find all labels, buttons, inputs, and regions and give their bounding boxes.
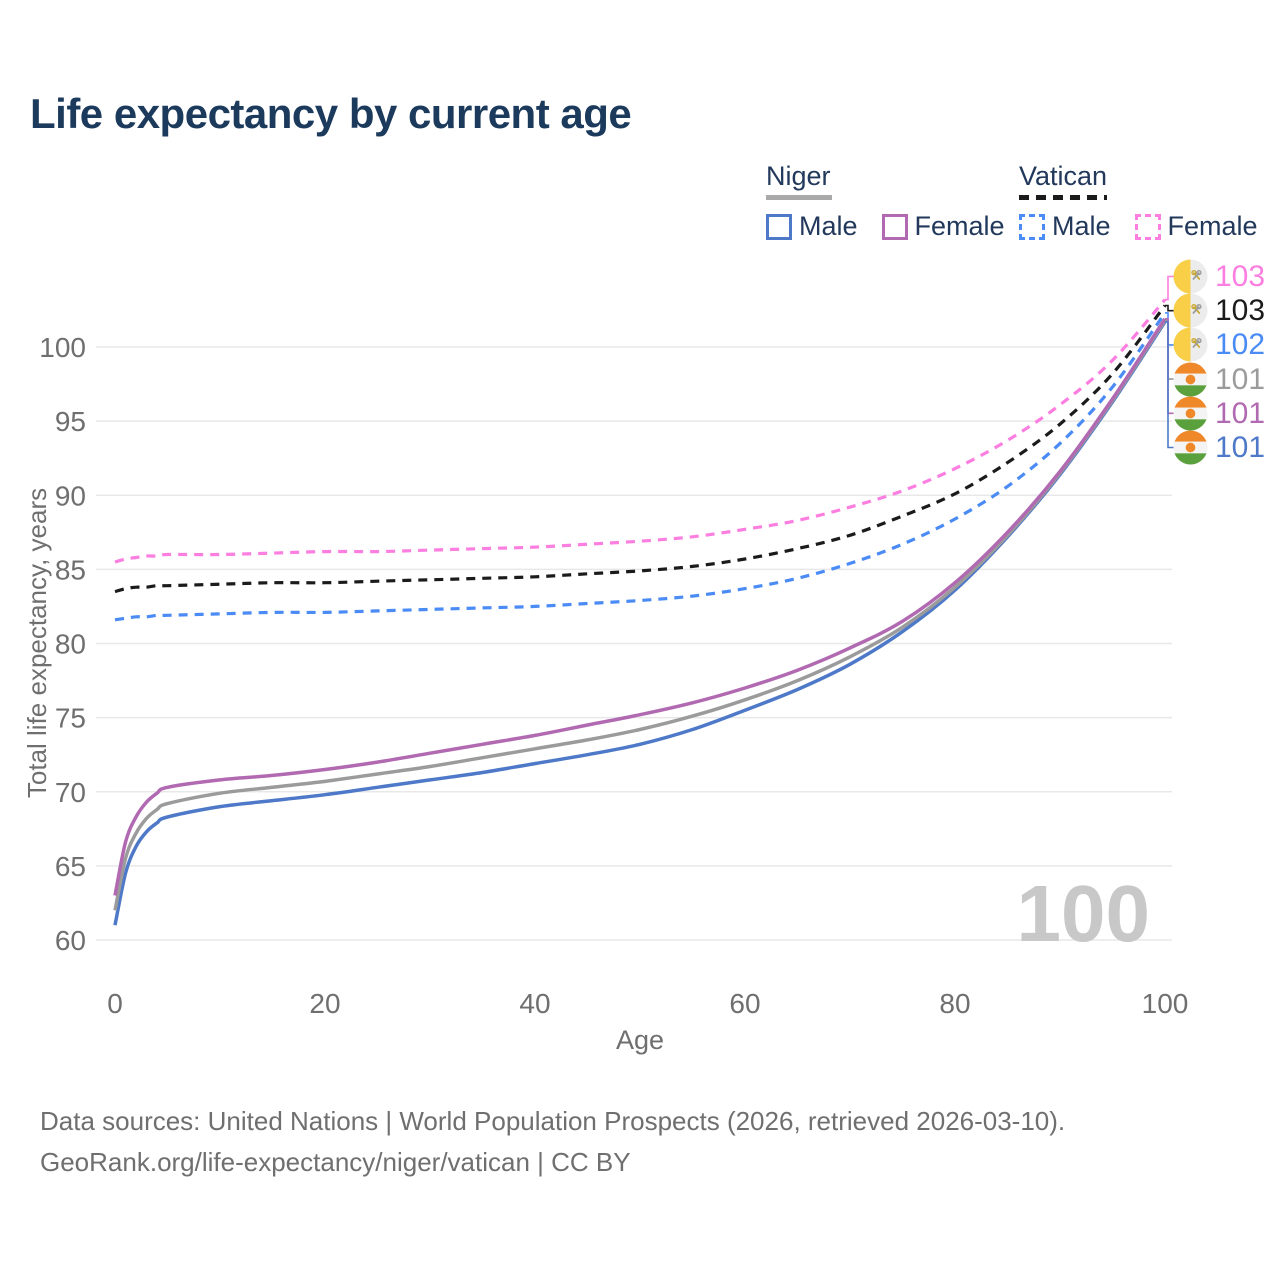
- y-tick-100: 100: [39, 332, 86, 363]
- niger-flag-icon: [1173, 362, 1208, 397]
- footer-data-sources: Data sources: United Nations | World Pop…: [40, 1106, 1066, 1136]
- niger-flag-icon: [1173, 396, 1208, 431]
- y-tick-90: 90: [55, 480, 86, 511]
- y-tick-95: 95: [55, 406, 86, 437]
- leader-line-vatican-female: [1165, 275, 1174, 301]
- end-label-niger-male: 101: [1173, 430, 1265, 465]
- page-title: Life expectancy by current age: [30, 90, 632, 137]
- x-tick-0: 0: [107, 988, 123, 1019]
- niger-female-swatch-icon[interactable]: [881, 213, 908, 240]
- vatican-male-swatch-icon[interactable]: [1019, 213, 1045, 240]
- x-tick-80: 80: [939, 988, 970, 1019]
- vatican-flag-icon: [1173, 293, 1208, 328]
- legend-label-niger-male[interactable]: Male: [799, 211, 858, 241]
- niger-line-style-swatch: [766, 195, 832, 200]
- footer-attribution: GeoRank.org/life-expectancy/niger/vatica…: [40, 1147, 631, 1177]
- x-tick-40: 40: [519, 988, 550, 1019]
- legend-group-niger: Niger Male Female: [766, 161, 1029, 242]
- vatican-line-style-swatch: [1019, 195, 1107, 200]
- end-label-vatican-both-sexes: 103: [1173, 293, 1265, 328]
- end-value-text: 101: [1215, 362, 1266, 396]
- line-niger-male: [113, 320, 1167, 926]
- legend-label-vatican-male[interactable]: Male: [1052, 211, 1111, 241]
- y-tick-70: 70: [55, 777, 86, 808]
- end-value-text: 103: [1215, 259, 1266, 293]
- end-label-vatican-male: 102: [1173, 327, 1265, 362]
- y-tick-65: 65: [55, 851, 86, 882]
- legend-label-niger-female[interactable]: Female: [914, 211, 1005, 241]
- legend-country-niger[interactable]: Niger: [766, 161, 831, 191]
- end-label-niger-female: 101: [1173, 396, 1265, 431]
- y-tick-80: 80: [55, 629, 86, 660]
- niger-flag-icon: [1173, 430, 1208, 465]
- line-vatican-male: [114, 311, 1167, 622]
- end-value-text: 102: [1215, 327, 1266, 361]
- end-value-text: 101: [1215, 430, 1266, 464]
- y-tick-85: 85: [55, 554, 86, 585]
- niger-male-swatch-icon[interactable]: [766, 213, 792, 240]
- y-axis-title: Total life expectancy, years: [22, 488, 52, 798]
- x-tick-60: 60: [729, 988, 760, 1019]
- legend-group-vatican: Vatican Male Female: [1019, 161, 1280, 242]
- x-tick-100: 100: [1142, 988, 1189, 1019]
- line-niger-female: [113, 317, 1167, 896]
- leader-line-vatican-both-sexes: [1165, 304, 1174, 312]
- x-axis-title: Age: [616, 1025, 664, 1055]
- end-value-text: 101: [1215, 396, 1266, 430]
- vatican-female-swatch-icon[interactable]: [1134, 213, 1161, 240]
- leader-line-niger-male: [1165, 321, 1174, 449]
- end-label-vatican-female: 103: [1173, 259, 1265, 294]
- legend-label-vatican-female[interactable]: Female: [1167, 211, 1258, 241]
- line-niger-both-sexes: [113, 319, 1167, 911]
- vatican-flag-icon: [1173, 327, 1208, 362]
- y-tick-60: 60: [55, 925, 86, 956]
- end-value-text: 103: [1215, 293, 1266, 327]
- age-watermark: 100: [1017, 869, 1150, 958]
- line-vatican-both-sexes: [114, 304, 1167, 594]
- vatican-flag-icon: [1173, 259, 1208, 294]
- x-tick-20: 20: [309, 988, 340, 1019]
- end-label-niger-both-sexes: 101: [1173, 362, 1265, 397]
- legend-country-vatican[interactable]: Vatican: [1019, 161, 1108, 191]
- line-vatican-female: [114, 298, 1167, 564]
- y-tick-75: 75: [55, 703, 86, 734]
